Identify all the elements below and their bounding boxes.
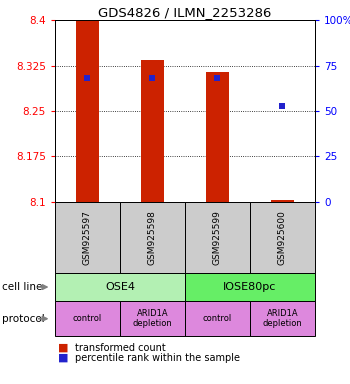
Bar	[206, 72, 229, 202]
Text: control: control	[203, 314, 232, 323]
Text: ■: ■	[58, 353, 69, 363]
Text: GSM925600: GSM925600	[278, 210, 287, 265]
Text: GSM925598: GSM925598	[148, 210, 157, 265]
Text: ■: ■	[58, 343, 69, 353]
Text: GSM925597: GSM925597	[83, 210, 92, 265]
Text: IOSE80pc: IOSE80pc	[223, 282, 276, 292]
Text: cell line: cell line	[2, 282, 42, 292]
Text: ARID1A
depletion: ARID1A depletion	[133, 309, 172, 328]
Text: GSM925599: GSM925599	[213, 210, 222, 265]
Bar	[141, 60, 164, 202]
Title: GDS4826 / ILMN_2253286: GDS4826 / ILMN_2253286	[98, 6, 272, 19]
Text: control: control	[73, 314, 102, 323]
Text: transformed count: transformed count	[75, 343, 166, 353]
Text: percentile rank within the sample: percentile rank within the sample	[75, 353, 240, 363]
Text: OSE4: OSE4	[105, 282, 135, 292]
Bar	[76, 20, 99, 202]
Text: ARID1A
depletion: ARID1A depletion	[262, 309, 302, 328]
Text: protocol: protocol	[2, 314, 44, 324]
Bar	[271, 200, 294, 202]
